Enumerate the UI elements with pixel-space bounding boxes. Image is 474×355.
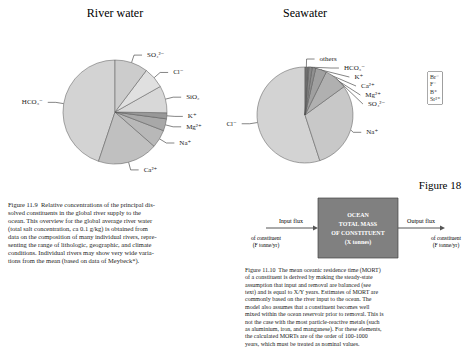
svg-text:(F tonne/yr): (F tonne/yr)	[433, 242, 460, 249]
svg-text:years, which must be treated a: years, which must be treated as nominal …	[245, 341, 360, 347]
svg-text:solved constituents in the glo: solved constituents in the global river …	[8, 209, 141, 216]
svg-text:(X tonnes): (X tonnes)	[345, 239, 372, 246]
svg-text:Input flux: Input flux	[279, 218, 303, 224]
svg-text:F⁻: F⁻	[430, 81, 437, 87]
svg-text:K⁺: K⁺	[188, 112, 197, 120]
svg-text:Output flux: Output flux	[407, 218, 435, 224]
svg-text:Cl⁻: Cl⁻	[173, 68, 184, 76]
svg-text:SiO₂: SiO₂	[186, 93, 200, 101]
svg-text:model also assumes that a cons: model also assumes that a constituent be…	[245, 304, 370, 310]
svg-text:conditions. Individual rivers: conditions. Individual rivers may show v…	[8, 249, 154, 256]
svg-text:Na⁺: Na⁺	[366, 128, 378, 136]
svg-text:HCO₃⁻: HCO₃⁻	[22, 98, 43, 106]
svg-text:Na⁺: Na⁺	[179, 139, 191, 147]
svg-text:Cl⁻: Cl⁻	[226, 120, 237, 128]
svg-text:Ca²⁺: Ca²⁺	[144, 166, 158, 174]
svg-text:SO₄²⁻: SO₄²⁻	[147, 51, 164, 59]
svg-text:Figure 11.10 The mean oceanic: Figure 11.10 The mean oceanic residence …	[245, 267, 381, 274]
svg-text:Seawater: Seawater	[283, 6, 327, 20]
svg-text:of a constituent is derived by: of a constituent is derived by making th…	[245, 274, 373, 280]
svg-text:senting the range of lithologi: senting the range of lithologic, geograp…	[8, 241, 152, 248]
svg-text:OF CONSTITUENT: OF CONSTITUENT	[331, 230, 384, 236]
svg-text:Mg²⁺: Mg²⁺	[186, 123, 202, 131]
svg-text:TOTAL MASS: TOTAL MASS	[339, 221, 378, 227]
svg-text:data on the composition of man: data on the composition of many individu…	[8, 233, 157, 240]
svg-text:OCEAN: OCEAN	[347, 212, 369, 218]
svg-text:Sr²⁺: Sr²⁺	[430, 96, 440, 102]
svg-text:Figure 18: Figure 18	[419, 179, 462, 191]
svg-text:Ca²⁺: Ca²⁺	[361, 82, 375, 90]
svg-text:Br⁻: Br⁻	[430, 74, 439, 80]
svg-text:others: others	[320, 55, 337, 63]
svg-text:Figure 11.9 Relative concentr: Figure 11.9 Relative concentrations of t…	[8, 201, 155, 208]
svg-text:(F tonne/yr): (F tonne/yr)	[253, 242, 280, 249]
svg-text:assumption that input and remo: assumption that input and removal are ba…	[245, 282, 371, 289]
svg-text:of constituent: of constituent	[251, 235, 282, 241]
svg-text:not the case with the most par: not the case with the most particle-reac…	[245, 319, 380, 326]
svg-text:text) and is equal to X/Y year: text) and is equal to X/Y years. Estimat…	[245, 289, 378, 296]
svg-text:River water: River water	[87, 6, 143, 20]
svg-text:mixed within the ocean reservo: mixed within the ocean reservoir prior t…	[245, 311, 384, 317]
svg-text:HCO₃⁻: HCO₃⁻	[344, 64, 365, 72]
svg-text:K⁺: K⁺	[354, 73, 363, 81]
svg-text:as aluminium, iron, and mangan: as aluminium, iron, and manganese). For …	[245, 326, 382, 333]
svg-text:tions from the mean (based on: tions from the mean (based on data of Me…	[8, 257, 140, 265]
svg-text:SO₄²⁻: SO₄²⁻	[368, 100, 385, 108]
svg-text:of constituent: of constituent	[431, 235, 462, 241]
svg-text:B⁺: B⁺	[430, 89, 437, 95]
svg-text:Mg²⁺: Mg²⁺	[365, 91, 381, 99]
svg-text:commonly based on the river in: commonly based on the river input to the…	[245, 296, 372, 302]
svg-text:(total salt concentration, ca: (total salt concentration, ca 0.1 g/kg) …	[8, 225, 148, 233]
svg-text:the calculated MORTs are of th: the calculated MORTs are of the order of…	[245, 333, 368, 339]
svg-text:ocean. This overview for the g: ocean. This overview for the global aver…	[8, 217, 153, 224]
